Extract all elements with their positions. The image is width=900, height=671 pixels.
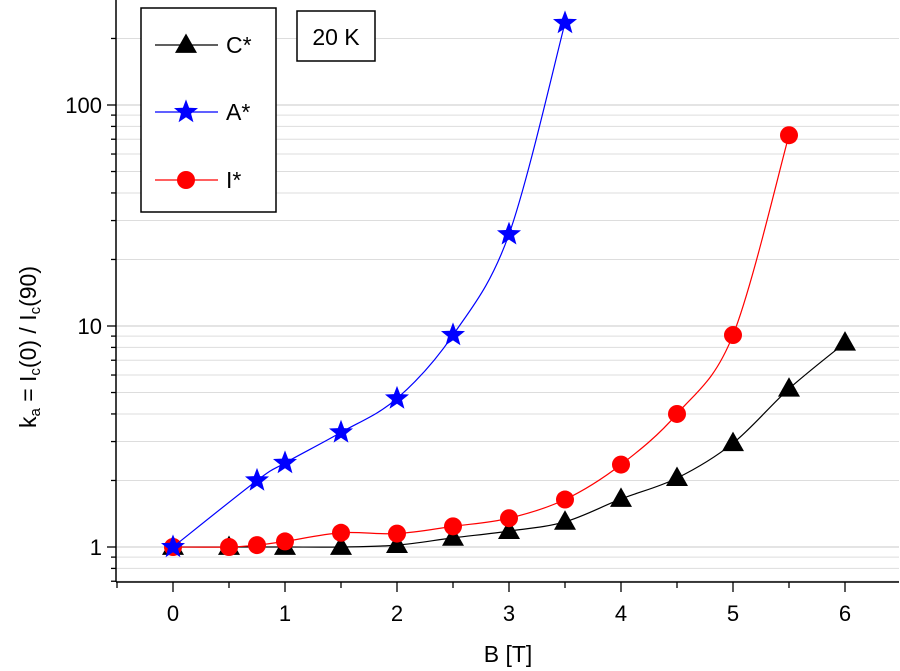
data-point-astar bbox=[552, 10, 578, 34]
y-axis-title-part: = I bbox=[15, 376, 41, 409]
y-axis-title-subscript: a bbox=[27, 408, 44, 417]
annotation-label: 20 K bbox=[312, 24, 360, 50]
y-axis-title: ka = Ic(0) / Ic(90) bbox=[15, 266, 44, 428]
x-tick-label: 3 bbox=[503, 601, 515, 626]
x-tick-label: 2 bbox=[391, 601, 403, 626]
y-tick-label: 1 bbox=[90, 535, 102, 560]
series-layer bbox=[160, 10, 856, 558]
x-tick-label: 6 bbox=[839, 601, 851, 626]
data-point-istar bbox=[444, 517, 462, 536]
y-axis-title-part: k bbox=[15, 416, 41, 428]
data-point-cstar bbox=[610, 487, 632, 507]
legend: C* A* I* bbox=[140, 7, 277, 213]
annotation-frame bbox=[296, 10, 376, 62]
data-point-cstar bbox=[330, 535, 352, 555]
y-tick-label: 10 bbox=[78, 314, 102, 339]
x-tick-label: 4 bbox=[615, 601, 627, 626]
x-tick-label: 5 bbox=[727, 601, 739, 626]
data-point-cstar bbox=[442, 526, 464, 546]
data-point-istar bbox=[220, 538, 238, 556]
data-point-istar bbox=[556, 490, 574, 509]
data-point-istar bbox=[276, 532, 294, 551]
y-axis-title-subscript: c bbox=[27, 368, 44, 376]
legend-marker-astar bbox=[173, 99, 199, 123]
series-astar bbox=[160, 10, 578, 558]
data-point-istar bbox=[332, 523, 350, 542]
y-axis-title-part: (0) / I bbox=[15, 314, 41, 368]
data-point-istar bbox=[500, 509, 518, 528]
data-point-cstar bbox=[834, 331, 856, 351]
data-point-astar bbox=[328, 419, 354, 443]
legend-label-astar: A* bbox=[226, 99, 250, 125]
x-axis-title: B [T] bbox=[484, 641, 533, 667]
data-point-istar bbox=[668, 404, 686, 423]
data-point-astar bbox=[272, 450, 298, 474]
data-point-cstar bbox=[554, 510, 576, 530]
data-point-istar bbox=[780, 126, 798, 145]
x-tick-label: 1 bbox=[279, 601, 291, 626]
y-axis-title-part: (90) bbox=[15, 266, 41, 307]
legend-marker-istar bbox=[177, 171, 195, 189]
data-point-cstar bbox=[498, 519, 520, 540]
data-point-astar bbox=[496, 221, 522, 245]
grid bbox=[116, 37, 899, 582]
series-istar bbox=[164, 126, 798, 556]
data-point-astar bbox=[440, 322, 466, 346]
x-tick-label: 0 bbox=[167, 601, 179, 626]
annotation-box: 20 K bbox=[296, 10, 376, 62]
data-point-cstar bbox=[778, 377, 800, 397]
legend-label-istar: I* bbox=[226, 167, 241, 193]
data-point-cstar bbox=[386, 533, 408, 554]
legend-marker-cstar bbox=[175, 33, 197, 53]
y-axis-title-subscript: c bbox=[27, 306, 44, 314]
data-point-cstar bbox=[722, 431, 744, 452]
data-point-istar bbox=[612, 455, 630, 474]
axes: 1 10 100 0 1 2 3 4 5 6 bbox=[65, 0, 899, 626]
y-tick-label: 100 bbox=[65, 93, 102, 118]
data-point-istar bbox=[388, 524, 406, 543]
legend-frame bbox=[140, 7, 277, 213]
legend-label-cstar: C* bbox=[226, 32, 252, 58]
data-point-astar bbox=[244, 467, 270, 491]
data-point-astar bbox=[384, 385, 410, 409]
data-point-istar bbox=[248, 536, 266, 555]
data-point-astar bbox=[160, 534, 186, 558]
data-point-cstar bbox=[666, 466, 688, 487]
data-point-istar bbox=[724, 326, 742, 345]
